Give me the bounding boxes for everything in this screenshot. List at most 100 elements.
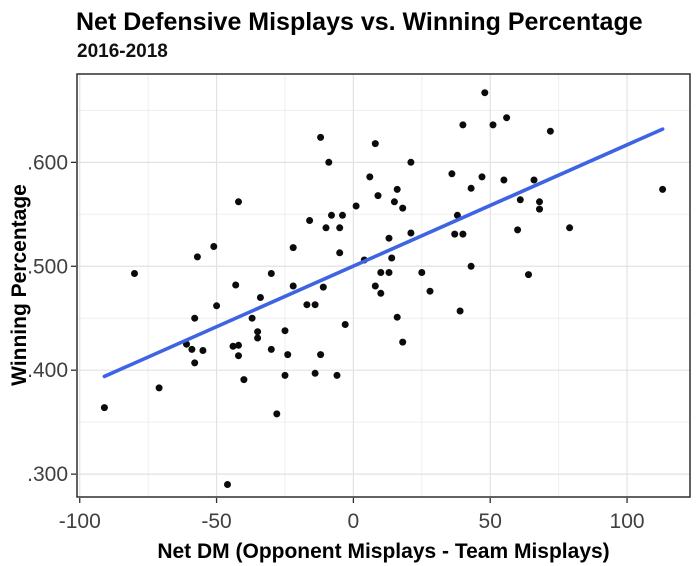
data-point <box>566 224 574 232</box>
data-point <box>213 302 221 310</box>
data-point <box>289 244 297 252</box>
trend-line <box>102 127 665 379</box>
data-point <box>536 198 543 206</box>
data-point <box>191 314 199 322</box>
data-point <box>407 158 415 166</box>
chart-subtitle: 2016-2018 <box>77 41 168 62</box>
data-point <box>467 184 475 192</box>
data-point <box>536 205 543 213</box>
data-point <box>530 176 538 184</box>
data-point <box>374 192 382 200</box>
data-point <box>224 481 231 488</box>
data-point <box>407 229 415 237</box>
data-point <box>377 269 385 276</box>
data-point <box>328 211 335 219</box>
data-point <box>254 328 262 336</box>
data-point <box>546 127 554 135</box>
x-tick-label: -50 <box>201 510 231 533</box>
data-point <box>325 158 333 166</box>
data-point <box>311 301 319 309</box>
data-point <box>229 342 237 350</box>
data-point <box>333 371 341 379</box>
data-point <box>235 198 242 206</box>
data-point <box>467 262 475 270</box>
data-point <box>311 369 319 377</box>
data-point <box>456 307 464 315</box>
data-point <box>453 211 461 219</box>
data-point <box>399 204 407 212</box>
data-point <box>210 243 218 250</box>
data-point <box>267 345 275 353</box>
data-point <box>317 351 325 359</box>
data-point <box>248 314 256 322</box>
data-point <box>191 359 199 367</box>
data-point <box>336 249 344 257</box>
x-axis-title: Net DM (Opponent Misplays - Team Misplay… <box>157 540 610 563</box>
data-point <box>339 211 346 219</box>
data-point <box>390 198 398 206</box>
data-point <box>235 352 242 360</box>
data-point <box>418 269 426 276</box>
data-point <box>303 301 311 309</box>
data-point <box>451 230 459 238</box>
data-point <box>284 351 292 359</box>
data-point <box>289 282 297 290</box>
data-point <box>500 176 508 184</box>
data-point <box>459 121 467 129</box>
data-point <box>322 224 330 232</box>
data-point <box>459 230 467 238</box>
y-tick-label: .300 <box>27 463 68 486</box>
data-point <box>317 133 325 141</box>
data-point <box>131 270 138 277</box>
data-point <box>489 121 497 129</box>
data-point <box>388 254 396 262</box>
data-point <box>393 185 401 193</box>
data-point <box>273 410 281 418</box>
x-tick-label: 100 <box>610 510 645 533</box>
data-point <box>478 173 486 181</box>
data-point <box>336 224 344 232</box>
data-point <box>267 270 275 277</box>
data-point <box>503 114 511 122</box>
data-point <box>319 283 327 291</box>
data-point <box>188 345 196 353</box>
x-tick-label: 0 <box>348 510 360 533</box>
data-point <box>193 253 201 261</box>
data-point <box>371 282 379 290</box>
x-tick-label: 50 <box>479 510 502 533</box>
chart-title: Net Defensive Misplays vs. Winning Perce… <box>76 8 643 36</box>
panel-border <box>76 73 691 498</box>
y-tick-label: .400 <box>27 359 68 382</box>
data-point <box>448 170 456 178</box>
data-point <box>352 202 360 210</box>
data-point <box>377 289 385 297</box>
data-point <box>393 313 401 321</box>
data-point <box>199 347 207 354</box>
y-axis-title: Winning Percentage <box>8 184 31 386</box>
data-point <box>399 338 407 346</box>
data-point <box>155 384 163 392</box>
data-point <box>385 234 393 242</box>
data-point <box>256 294 264 301</box>
data-point <box>240 376 248 384</box>
y-tick-label: .500 <box>27 255 68 278</box>
data-point <box>481 89 489 97</box>
data-point <box>341 321 349 328</box>
data-point <box>100 404 108 412</box>
x-tick-label: -100 <box>59 510 101 533</box>
data-point <box>281 371 289 379</box>
plot-panel <box>77 74 690 497</box>
data-point <box>371 140 379 148</box>
data-point <box>385 269 393 276</box>
data-point <box>232 281 240 289</box>
data-point <box>235 341 242 349</box>
data-point <box>281 327 289 335</box>
data-point <box>254 334 262 342</box>
data-point <box>659 185 667 193</box>
data-point <box>306 217 314 224</box>
data-point <box>514 226 522 234</box>
data-point <box>426 287 434 295</box>
y-tick-label: .600 <box>27 151 68 174</box>
